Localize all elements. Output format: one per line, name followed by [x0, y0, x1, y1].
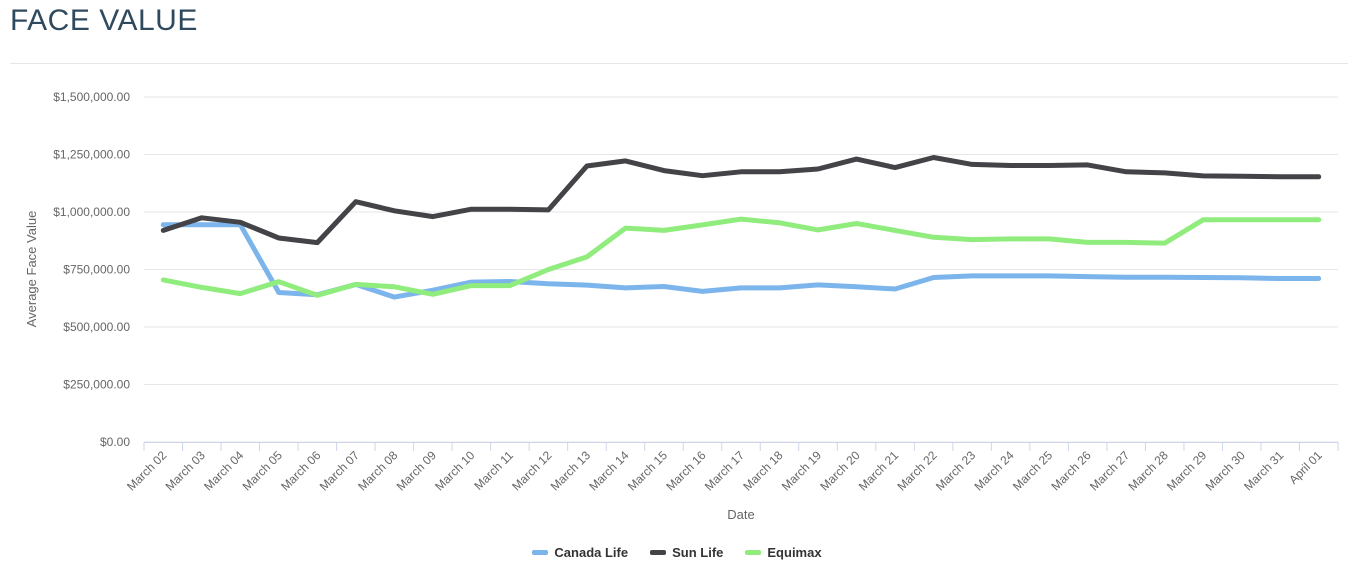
legend-label-sun-life: Sun Life: [672, 545, 724, 560]
legend-item-canada-life[interactable]: Canada Life: [532, 545, 628, 560]
x-tick-label: March 14: [586, 448, 632, 494]
x-tick-label: March 03: [163, 448, 209, 494]
x-tick-label: March 26: [1048, 448, 1094, 494]
series-line-canada-life[interactable]: [160, 222, 1322, 300]
gridlines: [144, 96, 1338, 443]
series-lines: [160, 155, 1322, 300]
legend-label-canada-life: Canada Life: [554, 545, 629, 560]
x-tick-label: March 09: [394, 448, 440, 494]
page-title: FACE VALUE: [10, 4, 198, 37]
x-tick-label: March 23: [933, 448, 979, 494]
x-tick-label: March 24: [971, 448, 1017, 494]
x-tick-label: March 19: [779, 448, 825, 494]
y-tick-label: $1,000,000.00: [53, 205, 130, 219]
legend-item-equimax[interactable]: Equimax: [745, 545, 822, 560]
x-tick-label: March 30: [1203, 448, 1249, 494]
x-tick-label: March 22: [894, 448, 940, 494]
x-tick-label: March 15: [625, 448, 671, 494]
legend-swatch-canada-life: [532, 550, 549, 555]
y-tick-label: $1,250,000.00: [53, 148, 130, 162]
y-tick-label: $0.00: [100, 435, 130, 449]
y-tick-label: $500,000.00: [63, 320, 130, 334]
x-tick-label: April 01: [1286, 448, 1325, 487]
legend-swatch-sun-life: [650, 550, 667, 555]
legend-item-sun-life[interactable]: Sun Life: [650, 545, 723, 560]
x-tick-label: March 02: [124, 448, 170, 494]
title-divider: [10, 63, 1348, 64]
x-tick-label: March 04: [201, 448, 247, 494]
y-tick-label: $1,500,000.00: [53, 90, 130, 104]
x-tick-label: March 07: [317, 448, 363, 494]
y-tick-label: $250,000.00: [63, 378, 130, 392]
y-axis-ticks: $0.00 $250,000.00 $500,000.00 $750,000.00 $1…: [53, 90, 130, 449]
x-tick-label: March 31: [1241, 448, 1287, 494]
y-tick-label: $750,000.00: [63, 263, 130, 277]
x-tick-label: March 29: [1164, 448, 1210, 494]
x-tick-label: March 25: [1010, 448, 1056, 494]
x-tick-label: March 16: [663, 448, 709, 494]
x-tick-label: March 10: [432, 448, 478, 494]
x-axis-title: Date: [727, 507, 754, 522]
x-tick-label: March 12: [509, 448, 555, 494]
x-tick-label: March 21: [856, 448, 902, 494]
chart-legend: Canada Life Sun Life Equimax: [0, 545, 1354, 560]
x-tick-label: March 18: [740, 448, 786, 494]
x-tick-label: March 13: [548, 448, 594, 494]
series-line-sun-life[interactable]: [160, 155, 1322, 246]
x-tick-label: March 11: [471, 448, 516, 493]
x-tick-label: March 05: [240, 448, 286, 494]
series-line-equimax[interactable]: [160, 216, 1322, 298]
x-tick-label: March 27: [1087, 448, 1133, 494]
x-tick-label: March 06: [278, 448, 324, 494]
legend-swatch-equimax: [745, 550, 762, 555]
y-axis-title: Average Face Value: [24, 211, 39, 328]
x-tick-label: March 17: [702, 448, 748, 494]
x-tick-label: March 08: [355, 448, 401, 494]
x-tick-label: March 20: [817, 448, 863, 494]
legend-label-equimax: Equimax: [767, 545, 822, 560]
x-tick-label: March 28: [1126, 448, 1172, 494]
